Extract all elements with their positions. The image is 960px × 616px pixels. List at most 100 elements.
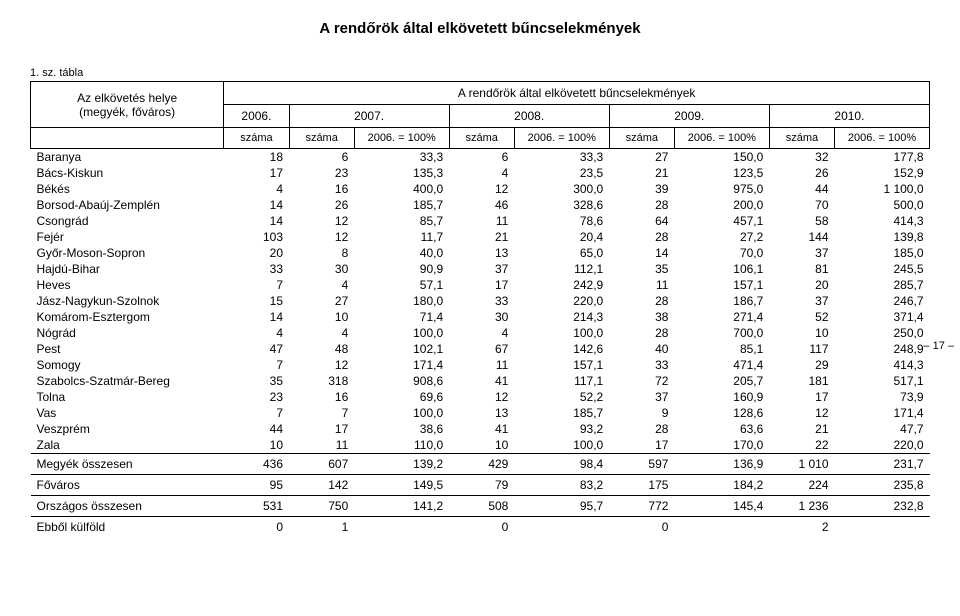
- cell: 12: [769, 405, 834, 421]
- cell: 29: [769, 357, 834, 373]
- cell: 607: [289, 454, 354, 475]
- cell: 21: [769, 421, 834, 437]
- cell: 185,7: [354, 197, 449, 213]
- cell: 11: [449, 213, 514, 229]
- row-name: Jász-Nagykun-Szolnok: [31, 293, 224, 309]
- cell: 12: [449, 181, 514, 197]
- row-header-line2: (megyék, főváros): [79, 105, 175, 119]
- cell: 7: [224, 405, 289, 421]
- cell: 142: [289, 475, 354, 496]
- cell: 136,9: [674, 454, 769, 475]
- cell: 4: [224, 181, 289, 197]
- table-row: Szabolcs-Szatmár-Bereg35318908,641117,17…: [31, 373, 930, 389]
- cell: 110,0: [354, 437, 449, 454]
- row-name: Csongrád: [31, 213, 224, 229]
- cell: 79: [449, 475, 514, 496]
- sub-col-8: 2006. = 100%: [835, 128, 930, 149]
- row-header-line1: Az elkövetés helye: [77, 91, 177, 105]
- sub-col-0: száma: [224, 128, 289, 149]
- cell: 64: [609, 213, 674, 229]
- cell: 71,4: [354, 309, 449, 325]
- cell: 17: [224, 165, 289, 181]
- cell: 41: [449, 373, 514, 389]
- cell: 11: [289, 437, 354, 454]
- cell: 37: [769, 293, 834, 309]
- cell: 117,1: [514, 373, 609, 389]
- cell: 16: [289, 389, 354, 405]
- table-row: Megyék összesen436607139,242998,4597136,…: [31, 454, 930, 475]
- cell: 224: [769, 475, 834, 496]
- row-name: Baranya: [31, 149, 224, 166]
- cell: 157,1: [514, 357, 609, 373]
- cell: 139,2: [354, 454, 449, 475]
- cell: 457,1: [674, 213, 769, 229]
- table-row: Bács-Kiskun1723135,3423,521123,526152,9: [31, 165, 930, 181]
- cell: 300,0: [514, 181, 609, 197]
- cell: 128,6: [674, 405, 769, 421]
- cell: 20,4: [514, 229, 609, 245]
- cell: 13: [449, 405, 514, 421]
- cell: 400,0: [354, 181, 449, 197]
- year-col-4: 2010.: [769, 105, 929, 128]
- cell: 371,4: [835, 309, 930, 325]
- cell: 0: [609, 517, 674, 538]
- cell: 4: [289, 325, 354, 341]
- page-title: A rendőrök által elkövetett bűncselekmén…: [30, 20, 930, 37]
- cell: 39: [609, 181, 674, 197]
- cell: 81: [769, 261, 834, 277]
- cell: 12: [289, 213, 354, 229]
- cell: 123,5: [674, 165, 769, 181]
- cell: 171,4: [354, 357, 449, 373]
- cell: 271,4: [674, 309, 769, 325]
- cell: 17: [769, 389, 834, 405]
- cell: 180,0: [354, 293, 449, 309]
- year-col-0: 2006.: [224, 105, 289, 128]
- table-row: Pest4748102,167142,64085,1117248,9: [31, 341, 930, 357]
- table-row: Baranya18633,3633,327150,032177,8: [31, 149, 930, 166]
- cell: 772: [609, 496, 674, 517]
- year-col-3: 2009.: [609, 105, 769, 128]
- cell: 27: [289, 293, 354, 309]
- cell: 15: [224, 293, 289, 309]
- cell: 9: [609, 405, 674, 421]
- cell: 100,0: [514, 437, 609, 454]
- cell: 10: [224, 437, 289, 454]
- table-body: Baranya18633,3633,327150,032177,8Bács-Ki…: [31, 149, 930, 538]
- cell: 14: [609, 245, 674, 261]
- cell: 22: [769, 437, 834, 454]
- cell: 52: [769, 309, 834, 325]
- cell: 85,7: [354, 213, 449, 229]
- cell: 145,4: [674, 496, 769, 517]
- cell: 100,0: [354, 325, 449, 341]
- cell: 33: [224, 261, 289, 277]
- cell: 30: [289, 261, 354, 277]
- cell: 142,6: [514, 341, 609, 357]
- cell: 65,0: [514, 245, 609, 261]
- cell: 157,1: [674, 277, 769, 293]
- cell: 0: [224, 517, 289, 538]
- cell: 33,3: [514, 149, 609, 166]
- cell: 170,0: [674, 437, 769, 454]
- row-header-cell: Az elkövetés helye(megyék, főváros): [31, 82, 224, 128]
- cell: 231,7: [835, 454, 930, 475]
- cell: 18: [224, 149, 289, 166]
- cell: 186,7: [674, 293, 769, 309]
- cell: 28: [609, 293, 674, 309]
- cell: 33,3: [354, 149, 449, 166]
- row-name: Hajdú-Bihar: [31, 261, 224, 277]
- cell: 23: [289, 165, 354, 181]
- cell: 27,2: [674, 229, 769, 245]
- cell: 90,9: [354, 261, 449, 277]
- cell: 6: [449, 149, 514, 166]
- cell: 4: [449, 165, 514, 181]
- row-name: Főváros: [31, 475, 224, 496]
- side-page-number: – 17 –: [923, 340, 954, 352]
- table-row: Vas77100,013185,79128,612171,4: [31, 405, 930, 421]
- cell: 150,0: [674, 149, 769, 166]
- cell: 8: [289, 245, 354, 261]
- cell: 23: [224, 389, 289, 405]
- year-col-2: 2008.: [449, 105, 609, 128]
- row-name: Országos összesen: [31, 496, 224, 517]
- table-row: Fejér1031211,72120,42827,2144139,8: [31, 229, 930, 245]
- cell: 471,4: [674, 357, 769, 373]
